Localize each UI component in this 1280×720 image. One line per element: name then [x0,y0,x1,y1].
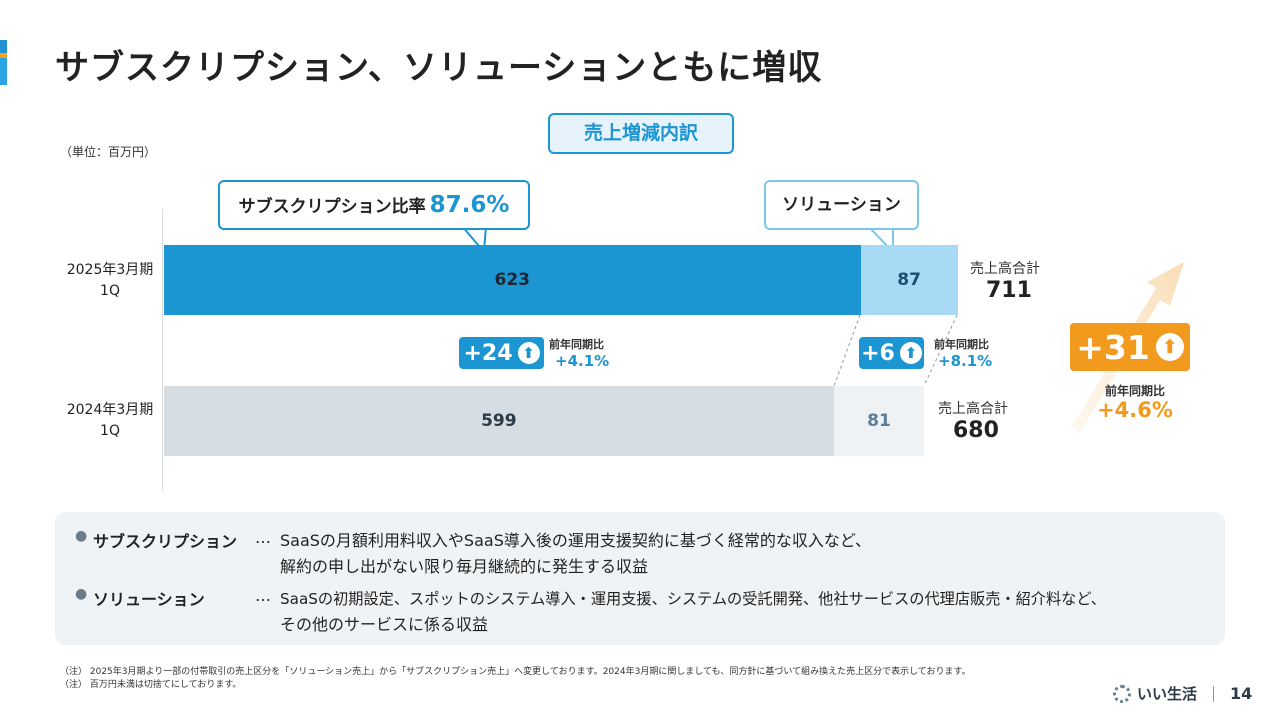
footer-separator [1213,685,1215,702]
page-number: 14 [1230,684,1253,703]
yoy-label: 前年同期比 [934,338,989,351]
title-accent-bar [0,40,7,57]
arrow-up-icon: ⬆ [899,342,922,364]
category-label-2025: 2025年3月期 1Q [60,260,160,302]
segment-connector [923,314,958,387]
category-label-line: 1Q [100,283,120,299]
bar-2024-solution: 81 [833,386,925,456]
footnote: （注） 百万円未満は切捨てにしております。 [60,680,242,690]
solution-delta-badge: +6 ⬆ [859,337,924,369]
bar-value-label: 87 [897,270,921,290]
brand-logo-icon [1113,684,1131,703]
category-label-line: 2024年3月期 [66,402,154,418]
delta-value: +31 [1076,327,1150,367]
delta-value: +6 [861,340,895,366]
bullet-icon: ● [75,528,88,544]
segment-connector [833,314,861,387]
total-value: 711 [986,278,1032,303]
definition-line: SaaSの初期設定、スポットのシステム導入・運用支援、システムの受託開発、他社サ… [280,590,1106,608]
subscription-delta-badge: +24 ⬆ [459,337,544,369]
section-label: 売上増減内訳 [548,113,734,154]
total-2024: 売上高合計 680 [938,398,1008,443]
definition-term: ソリューション [93,590,205,609]
total-label: 売上高合計 [938,401,1008,417]
definition-box [55,512,1225,645]
title-accent-bar [0,53,7,58]
bar-value-label: 623 [494,270,531,290]
total-value: 680 [953,418,999,443]
callout-text: ソリューション [782,195,901,215]
yoy-label: 前年同期比 [1104,384,1165,398]
subscription-ratio-value: 87.6% [429,192,510,218]
yoy-value: +4.1% [555,352,610,370]
footer-brand: いい生活 14 [1113,683,1252,704]
subscription-ratio-callout: サブスクリプション比率 87.6% [218,180,530,230]
definition-line: 解約の申し出がない限り毎月継続的に発生する収益 [280,557,649,576]
definition-dots: … [255,586,271,605]
definition-text: SaaSの月額利用料収入やSaaS導入後の運用支援契約に基づく経常的な収入など、… [280,528,871,580]
definition-line: SaaSの月額利用料収入やSaaS導入後の運用支援契約に基づく経常的な収入など、 [280,531,872,550]
footnote: （注） 2025年3月期より一部の付帯取引の売上区分を「ソリューション売上」から… [60,667,971,677]
brand-name: いい生活 [1137,685,1198,703]
arrow-up-icon: ⬆ [517,342,540,364]
bar-2024-subscription: 599 [164,386,834,456]
bullet-icon: ● [75,586,88,602]
bar-2025-subscription: 623 [164,245,861,315]
callout-text: サブスクリプション比率 [238,197,426,217]
bar-value-label: 599 [481,411,517,431]
bar-2025-solution: 87 [860,245,958,315]
yoy-label: 前年同期比 [549,338,604,351]
total-2025: 売上高合計 711 [970,258,1040,303]
solution-yoy: 前年同期比 +8.1% [934,336,992,370]
yoy-value: +4.6% [1097,398,1173,422]
arrow-up-icon: ⬆ [1155,333,1184,361]
definition-dots: … [255,528,271,547]
solution-callout: ソリューション [764,180,919,230]
total-label: 売上高合計 [970,261,1040,277]
bar-value-label: 81 [867,411,891,431]
title-accent-bar [0,57,7,85]
yoy-value: +8.1% [938,352,993,370]
category-label-line: 2025年3月期 [66,262,154,278]
delta-value: +24 [463,340,513,366]
unit-label: （単位：百万円） [60,145,157,159]
footnotes: （注） 2025年3月期より一部の付帯取引の売上区分を「ソリューション売上」から… [60,666,971,692]
definition-line: その他のサービスに係る収益 [280,615,489,634]
page-title: サブスクリプション、ソリューションともに増収 [55,48,823,88]
definition-term: サブスクリプション [93,532,238,551]
total-delta-badge: +31 ⬆ [1070,323,1190,371]
category-label-2024: 2024年3月期 1Q [60,400,160,442]
definition-text: SaaSの初期設定、スポットのシステム導入・運用支援、システムの受託開発、他社サ… [280,586,1106,638]
category-label-line: 1Q [100,423,120,439]
category-axis-line [162,209,163,491]
subscription-yoy: 前年同期比 +4.1% [549,336,609,370]
